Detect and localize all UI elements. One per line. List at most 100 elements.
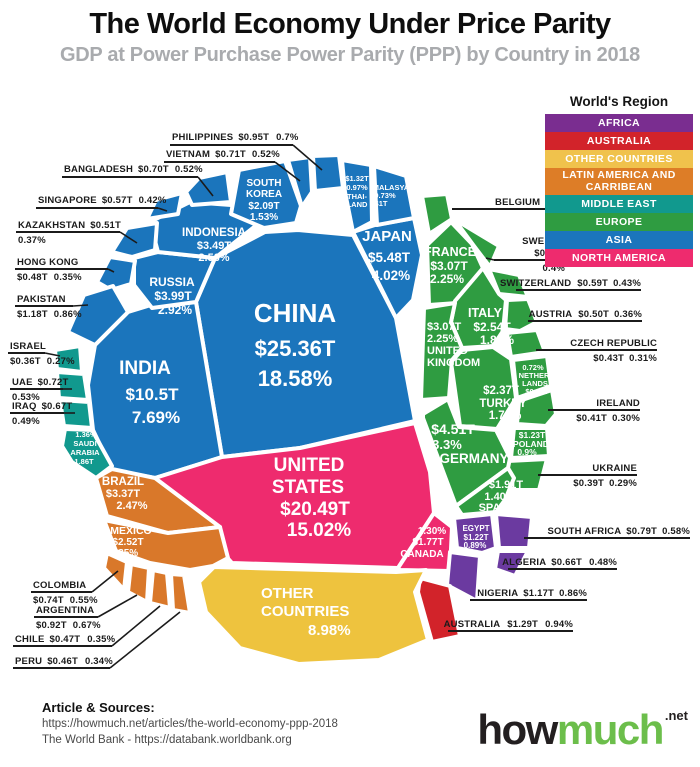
logo-much: much <box>556 706 665 753</box>
label-uk-l1: UNITED <box>427 345 468 357</box>
callout-iraq-gdp: $0.67T <box>42 401 73 412</box>
callout-israel-l2: $0.36T 0.27% <box>10 356 75 367</box>
label-india-gdp: $10.5T <box>126 385 180 404</box>
label-uk-l2: KINGDOM <box>427 357 480 369</box>
callout-austria: AUSTRIA $0.50T 0.36% <box>529 309 643 320</box>
label-malasya-gdp: $1T <box>375 199 388 208</box>
label-italy-share: 1.86% <box>480 333 514 347</box>
label-thailand-share: 0.97% <box>346 183 368 192</box>
callout-australia: AUSTRALIA $1.29T 0.94% <box>444 619 574 630</box>
callout-colombia-name: COLOMBIA <box>33 580 86 591</box>
callout-south-africa-share: 0.58% <box>662 526 690 537</box>
callout-austria-name: AUSTRIA <box>529 309 573 320</box>
label-spain-name: SPAIN <box>479 502 512 514</box>
leader-sweden <box>485 257 495 261</box>
callout-colombia-share: 0.55% <box>70 595 98 606</box>
callout-kazakhstan-name: KAZAKHSTAN <box>18 220 85 231</box>
label-france-gdp: $3.07T <box>430 259 468 273</box>
cell-other-countries <box>197 565 430 666</box>
label-usa-l2: STATES <box>272 477 344 498</box>
callout-hong-kong-share: 0.35% <box>54 272 82 283</box>
cell-sweden <box>452 217 501 269</box>
callout-ukraine-share: 0.29% <box>609 478 637 489</box>
label-russia-share: 2.92% <box>158 303 192 317</box>
label-thailand-l1: THAI- <box>347 192 367 201</box>
cells <box>53 153 558 666</box>
legend: World's Region AFRICA AUSTRALIA OTHER CO… <box>545 94 693 267</box>
label-india-name: INDIA <box>119 358 171 379</box>
cell-chile <box>148 568 172 610</box>
label-other-l1: OTHER <box>261 585 314 602</box>
callout-ukraine-gdp: $0.39T <box>573 478 604 489</box>
label-egypt-name: EGYPT <box>462 524 489 533</box>
callout-iraq-name: IRAQ <box>12 401 37 412</box>
cell-saudi-arabia <box>60 427 114 480</box>
label-indonesia-gdp: $3.49T <box>197 240 232 252</box>
callout-pakistan-l2: $1.18T 0.86% <box>17 309 82 320</box>
label-brazil-name: BRAZIL <box>102 476 144 488</box>
callout-czech-name: CZECH REPUBLIC <box>570 338 657 349</box>
callout-algeria-name: ALGERIA <box>502 557 546 568</box>
label-uk-share: 2.25% <box>427 333 458 345</box>
callout-czech-l2: $0.43T 0.31% <box>593 353 657 364</box>
callout-chile: CHILE $0.47T 0.35% <box>15 634 116 645</box>
label-france-name: FRANCE <box>424 245 476 259</box>
callout-switzerland-name: SWITZERLAND <box>500 278 571 289</box>
cell-bangladesh <box>184 170 233 207</box>
callout-nigeria-gdp: $1.17T <box>523 588 554 599</box>
label-germany-name: GERMANY <box>439 451 508 466</box>
callout-israel-gdp: $0.36T <box>10 356 41 367</box>
cell-peru <box>169 572 192 615</box>
label-other-share: 8.98% <box>308 622 351 639</box>
callout-hong-kong-l2: $0.48T 0.35% <box>17 272 82 283</box>
page-subtitle: GDP at Power Purchase Power Parity (PPP)… <box>60 44 640 66</box>
callout-israel-share: 0.27% <box>47 356 75 367</box>
callout-switzerland-share: 0.43% <box>613 278 641 289</box>
callout-singapore-gdp: $0.57T <box>102 195 133 206</box>
label-spain-gdp: $1.91T <box>489 479 524 491</box>
callout-hong-kong-gdp: $0.48T <box>17 272 48 283</box>
label-china-name: CHINA <box>254 298 337 328</box>
label-uk-gdp: $3.07T <box>427 321 462 333</box>
label-canada-name: CANADA <box>400 549 443 560</box>
callout-argentina-gdp: $0.92T <box>36 620 67 631</box>
callout-peru-name: PERU <box>15 656 42 667</box>
label-russia-name: RUSSIA <box>149 275 195 289</box>
callout-ukraine-l2: $0.39T 0.29% <box>573 478 637 489</box>
label-canada-share: 1.30% <box>418 526 446 537</box>
callout-uae-gdp: $0.72T <box>38 377 69 388</box>
callout-czech-gdp: $0.43T <box>593 353 624 364</box>
legend-title: World's Region <box>569 94 669 109</box>
label-italy-gdp: $2.54T <box>473 320 511 334</box>
label-mexico-share: 1.85% <box>110 548 138 559</box>
cell-kazakhstan <box>110 221 159 259</box>
callout-argentina-l2: $0.92T 0.67% <box>36 620 101 631</box>
callout-nigeria-name: NIGERIA <box>477 588 518 599</box>
page-title: The World Economy Under Price Parity <box>89 8 611 40</box>
label-saudi-gdp: 1.86T <box>74 457 94 466</box>
cell-south-africa <box>494 512 534 550</box>
cell-ireland <box>515 388 558 428</box>
callout-south-africa-name: SOUTH AFRICA <box>547 526 621 537</box>
label-japan-gdp: $5.48T <box>368 250 411 265</box>
callout-south-africa-gdp: $0.79T <box>626 526 657 537</box>
logo-how: how <box>477 706 558 753</box>
callout-hong-kong-name: HONG KONG <box>17 257 78 268</box>
callout-chile-gdp: $0.47T <box>50 634 81 645</box>
label-poland-share: 0.9% <box>517 447 537 457</box>
callout-uae-name: UAE <box>12 377 33 388</box>
callout-czech-share: 0.31% <box>629 353 657 364</box>
callout-algeria-share: 0.48% <box>589 557 617 568</box>
label-spain-share: 1.40% <box>484 491 515 503</box>
callout-ireland-gdp: $0.41T <box>576 413 607 424</box>
cell-egypt <box>452 512 498 555</box>
label-netherlands-l1: NETHER <box>519 371 550 380</box>
cell-labels: CHINA $25.36T 18.58% INDIA $10.5T 7.69% … <box>70 174 550 639</box>
callout-sweden-name: SWEDEN <box>522 236 565 247</box>
label-turkey-gdp: $2.37T <box>483 385 519 397</box>
callout-ukraine-name: UKRAINE <box>592 463 637 474</box>
cell-czech-republic <box>505 328 547 359</box>
callout-philippines: PHILIPPINES $0.95T 0.7% <box>172 132 299 143</box>
leader-kazakhstan <box>119 231 138 244</box>
label-saudi-l2: ARABIA <box>70 448 100 457</box>
